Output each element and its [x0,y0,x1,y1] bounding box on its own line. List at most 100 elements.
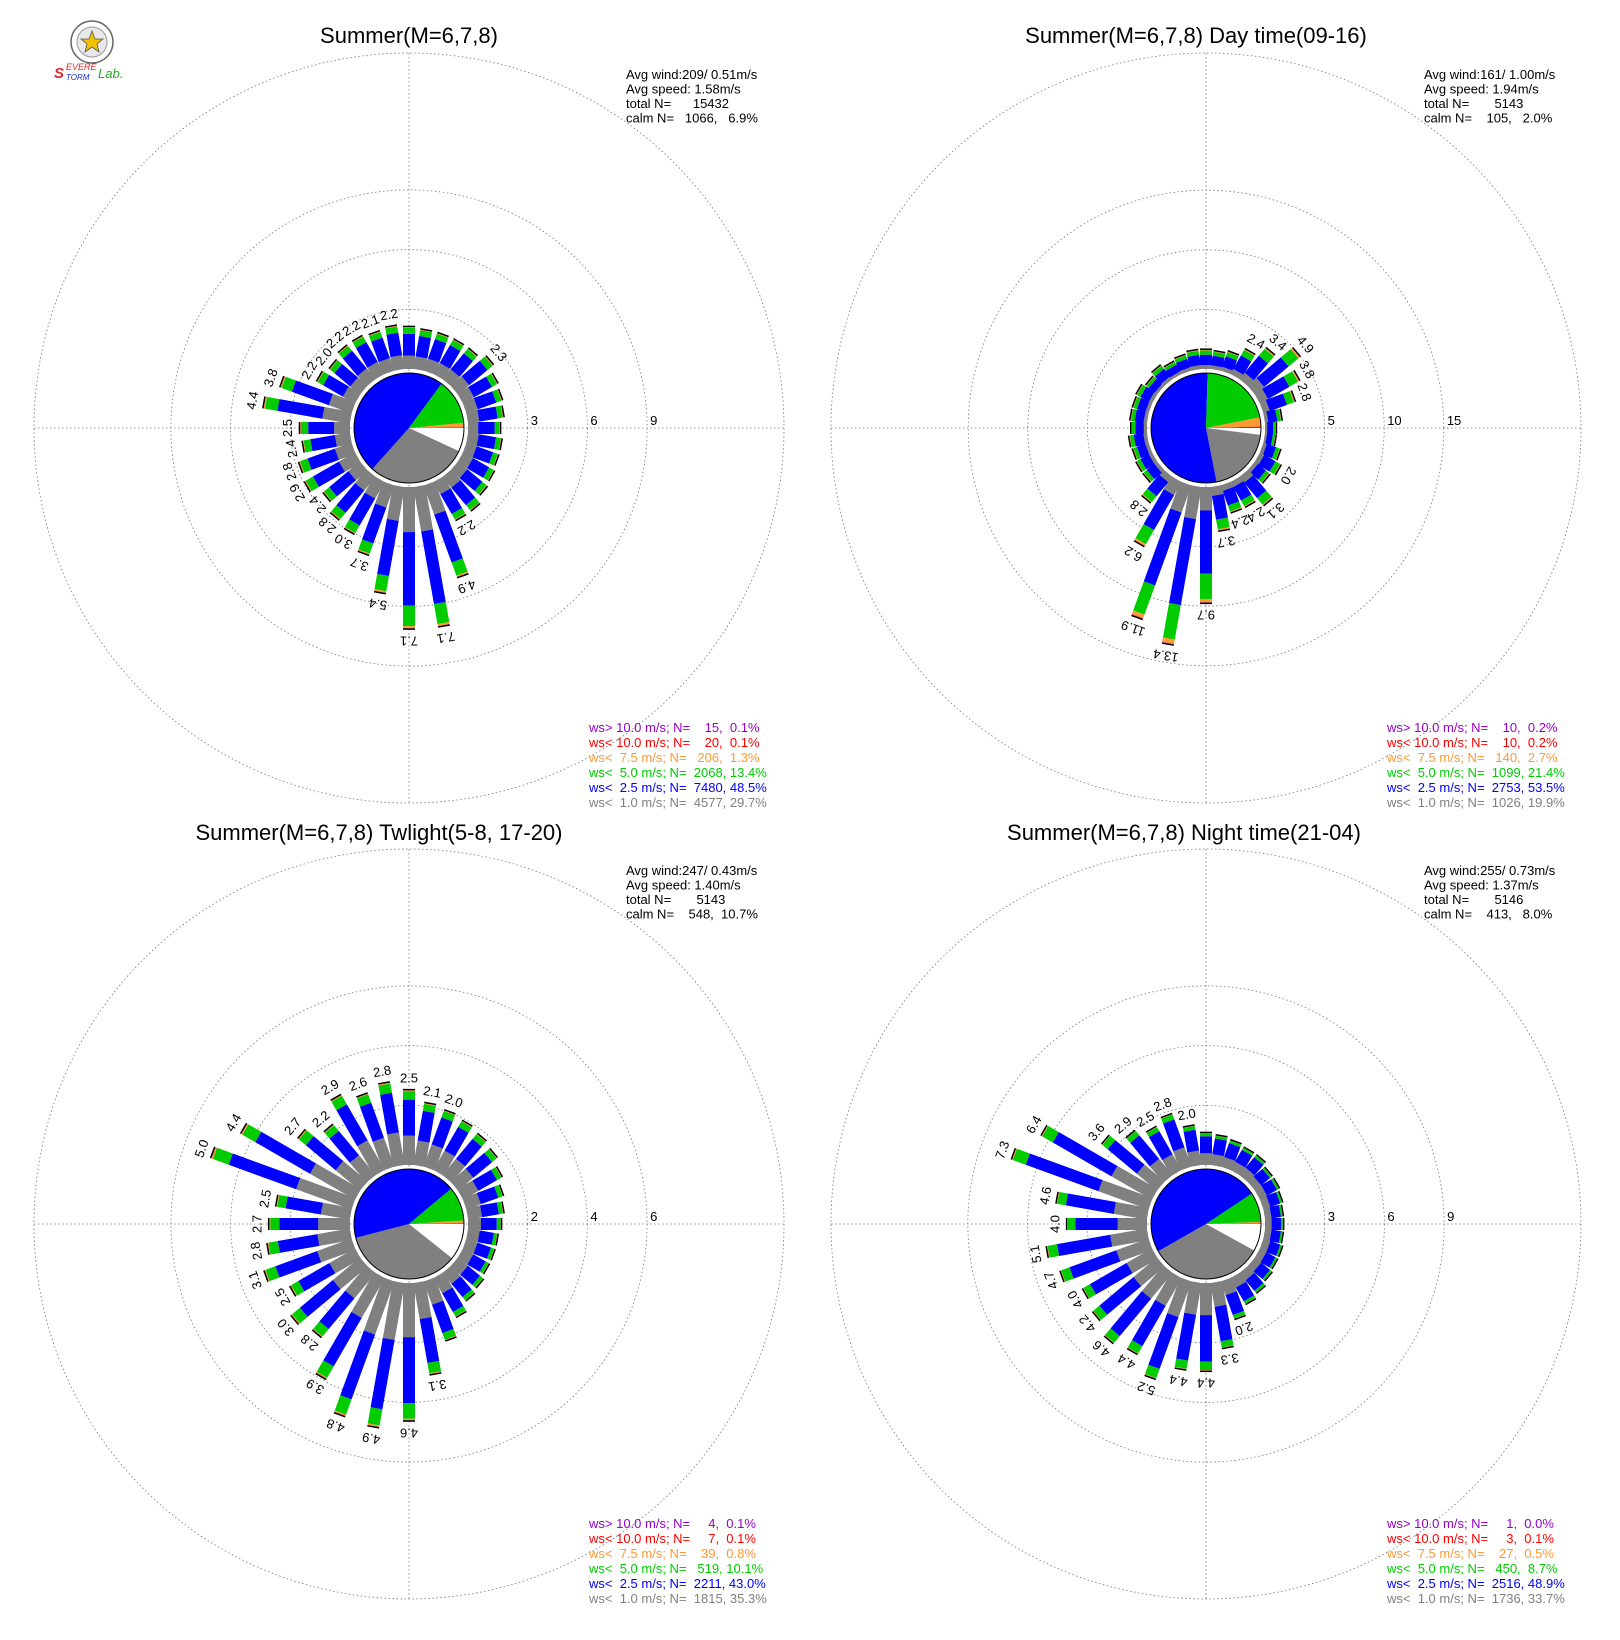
panel-title: Summer(M=6,7,8) [320,23,498,48]
ring-label: 15 [1447,413,1461,428]
bar-segment-lt10 [329,359,338,370]
legend-entry: ws< 2.5 m/s; N= 2516, 48.9% [1386,1576,1565,1591]
bar-tip [322,492,332,503]
bar-segment-gt10 [330,511,340,520]
bar-value-label: 4.7 [1041,1269,1061,1291]
bar-segment-lt10 [470,502,480,511]
bar-tip [499,422,502,434]
bar-segment-lt5 [496,1201,504,1215]
wind-bar: 3.1 [413,1281,448,1394]
bar-segment-gt10 [276,1194,279,1207]
bar-segment-lt7_5 [1092,1310,1102,1321]
bar-segment-lt7_5 [1161,1114,1173,1119]
ring-label: 2 [531,1209,538,1224]
bar-segment-lt2_5 [1069,1250,1121,1279]
bar-tip [467,347,479,357]
bar-segment-lt1 [338,452,361,472]
outer-ring [33,848,785,1600]
bar-segment-lt7_5 [1245,1297,1256,1304]
panel-title: Summer(M=6,7,8) Day time(09-16) [1025,23,1367,48]
legend-entry: ws< 5.0 m/s; N= 450, 8.7% [1386,1561,1558,1576]
wind-bar [462,442,500,466]
bar-segment-lt2_5 [1169,517,1197,606]
frequency-pie [353,372,465,484]
bar-segment-lt5 [492,389,502,403]
bar-segment-lt10 [334,1411,346,1416]
bar-segment-lt10 [1291,348,1300,358]
bar-tip [315,1372,327,1381]
wind-bar: 2.1 [359,311,395,375]
bar-segment-lt2_5 [1235,1149,1253,1168]
bar-segment-gt10 [1293,370,1300,382]
bar-segment-lt1 [1259,1238,1271,1253]
bar-segment-gt10 [1265,347,1275,356]
bar-segment-gt10 [1151,365,1162,373]
bar-segment-lt5 [1083,1284,1096,1299]
bar-tip [429,1372,442,1376]
windrose-panel-4: 3 6 92.03.34.44.45.24.44.64.24.04.75.14.04… [830,820,1582,1606]
bar-segment-lt5 [303,439,313,453]
bar-segment-lt1 [403,1283,415,1338]
bar-segment-gt10 [316,371,324,382]
pie-slice-lt5 [409,1188,464,1224]
bar-segment-gt10 [1274,464,1281,475]
bar-segment-lt7_5 [267,1242,271,1255]
bar-segment-lt5 [1229,1140,1242,1148]
bar-segment-lt5 [427,1360,442,1374]
bar-segment-lt2_5 [431,1117,453,1149]
bar-segment-lt7_5 [403,626,415,629]
bar-segment-lt1 [466,432,479,447]
bar-segment-lt7_5 [1146,1126,1157,1134]
bar-segment-gt10 [267,1242,270,1255]
bar-tip [482,1263,491,1275]
bar-segment-lt7_5 [1143,472,1152,482]
ring-label: 10 [1387,413,1401,428]
bar-value-label: 5.1 [1027,1244,1045,1264]
bar-segment-lt7_5 [1230,1140,1242,1145]
bar-segment-lt2_5 [1200,1315,1212,1362]
bar-segment-lt1 [442,369,460,387]
wind-bar [433,1272,467,1319]
bar-tip [453,338,465,346]
bar-tip [455,1310,467,1319]
bar-segment-gt10 [1144,1374,1157,1379]
bar-segment-lt2_5 [329,471,356,497]
bar-segment-lt7_5 [1083,1287,1090,1299]
wind-bar [466,405,505,424]
ring-label: 9 [650,413,657,428]
bar-segment-lt2_5 [451,480,476,506]
bar-tip [1245,1297,1257,1306]
bar-segment-lt7_5 [444,1335,457,1341]
bar-segment-lt10 [475,1278,484,1288]
bar-segment-lt5 [1276,1191,1283,1204]
bar-segment-gt10 [501,1201,504,1214]
bar-segment-lt7_5 [264,1269,270,1282]
wind-bar: 2.8 [298,1265,376,1354]
bar-value-label: 4.8 [324,1416,346,1436]
bar-segment-lt2_5 [279,1218,319,1230]
bar-segment-gt10 [1273,434,1276,447]
bar-segment-lt2_5 [442,1287,464,1313]
bar-segment-lt10 [302,440,305,453]
bar-value-label: 2.5 [400,1070,418,1085]
bar-segment-lt7_5 [338,345,348,354]
bar-segment-gt10 [1082,1288,1090,1299]
bar-segment-lt2_5 [473,391,497,410]
bar-value-label: 4.0 [1047,1215,1062,1233]
bar-segment-lt5 [1282,391,1294,405]
bar-segment-lt7_5 [420,329,433,333]
bar-segment-lt7_5 [478,485,487,495]
bar-segment-lt7_5 [1046,1245,1050,1258]
bar-segment-lt5 [403,1091,415,1100]
bar-segment-lt7_5 [1056,1191,1060,1204]
bar-segment-lt1 [348,461,368,481]
bar-segment-lt7_5 [1227,351,1239,357]
wind-bar [1131,395,1153,414]
bar-segment-lt5 [1220,1339,1234,1348]
bar-segment-lt7_5 [329,359,338,370]
bar-tip [1125,1129,1136,1139]
bar-segment-lt5 [242,1124,262,1143]
bar-tip [1144,375,1154,386]
bar-tip [1173,353,1186,359]
bar-segment-lt2_5 [1148,1313,1179,1369]
